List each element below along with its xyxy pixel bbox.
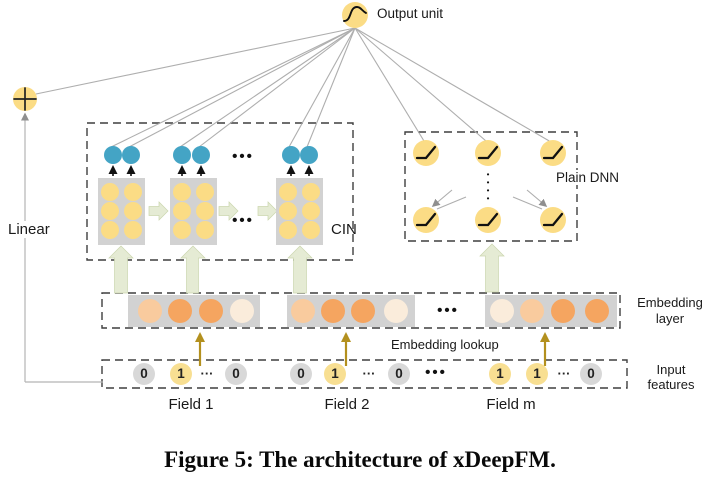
output-unit-node: [342, 2, 368, 28]
input-cell: 1: [526, 363, 548, 385]
embedding-vector-cell: [351, 299, 375, 323]
input-cell: 1: [170, 363, 192, 385]
cin-label: CIN: [331, 221, 357, 238]
plain-dnn-label: Plain DNN: [556, 170, 620, 185]
cin-feature-node: [196, 202, 214, 220]
dnn-neuron-node: [540, 140, 566, 166]
input-cell: 0: [580, 363, 602, 385]
cin-output-node: [104, 146, 122, 164]
cin-feature-arrows: [108, 165, 314, 176]
output-unit-label: Output unit: [377, 6, 444, 21]
cin-ellipsis-mid: •••: [232, 212, 254, 229]
embedding-to-cin-arrow: [287, 245, 313, 294]
field-separator-ellipsis: •••: [425, 364, 447, 381]
field-label: Field 2: [324, 396, 370, 413]
figure-caption: Figure 5: The architecture of xDeepFM.: [164, 447, 556, 472]
dnn-neuron-node: [413, 207, 439, 233]
output-fan-lines: [35, 27, 552, 148]
embedding-vector-cell: [230, 299, 254, 323]
cin-matrix: [276, 178, 323, 245]
embedding-vector-cell: [138, 299, 162, 323]
input-cell: 0: [290, 363, 312, 385]
dnn-neuron-node: [475, 207, 501, 233]
input-cell: 1: [324, 363, 346, 385]
cin-feature-node: [196, 221, 214, 239]
cin-feature-node: [196, 183, 214, 201]
cin-feature-node: [302, 202, 320, 220]
input-cell: 0: [133, 363, 155, 385]
linear-label: Linear: [6, 221, 52, 238]
cin-feature-node: [279, 221, 297, 239]
cin-feature-node: [302, 221, 320, 239]
input-cell: 0: [225, 363, 247, 385]
embedding-to-cin-arrow: [108, 245, 134, 294]
input-features-label: Input features: [647, 362, 695, 392]
embedding-vector-cell: [384, 299, 408, 323]
cin-output-node: [282, 146, 300, 164]
cin-feature-node: [279, 202, 297, 220]
embedding-vector-cell: [490, 299, 514, 323]
dot: •: [486, 194, 490, 203]
embedding-to-dnn-arrow: [479, 243, 505, 293]
embedding-vector-cell: [520, 299, 544, 323]
cin-feature-node: [279, 183, 297, 201]
linear-connector: [21, 112, 103, 383]
cin-layer-arrow: [257, 201, 278, 221]
cin-matrix: [170, 178, 217, 245]
cin-feature-node: [124, 183, 142, 201]
embedding-lookup-label: Embedding lookup: [391, 337, 499, 352]
cin-output-node: [300, 146, 318, 164]
embedding-vector-cell: [585, 299, 609, 323]
cin-feature-node: [101, 221, 119, 239]
linear-plus-node: [13, 87, 37, 111]
cin-matrix: [98, 178, 145, 245]
cin-feature-node: [173, 221, 191, 239]
cin-feature-node: [101, 202, 119, 220]
dnn-neuron-node: [540, 207, 566, 233]
dnn-neuron-node: [475, 140, 501, 166]
dnn-vertical-ellipsis: • • • •: [484, 171, 492, 203]
cin-ellipsis-top: •••: [232, 148, 254, 165]
cin-feature-node: [124, 221, 142, 239]
embedding-vector-cell: [291, 299, 315, 323]
embedding-vector-cell: [551, 299, 575, 323]
field-label: Field 1: [168, 396, 214, 413]
cin-feature-node: [124, 202, 142, 220]
embedding-vector-cell: [168, 299, 192, 323]
cin-feature-node: [101, 183, 119, 201]
cin-layer-arrow: [148, 201, 169, 221]
cin-feature-node: [173, 183, 191, 201]
embedding-ellipsis: •••: [437, 302, 459, 319]
cin-output-node: [122, 146, 140, 164]
field-label: Field m: [486, 396, 536, 413]
embedding-vector-cell: [321, 299, 345, 323]
embedding-to-cin-arrow: [180, 245, 206, 294]
input-cell: 1: [489, 363, 511, 385]
cin-output-node: [192, 146, 210, 164]
embedding-vector-cell: [199, 299, 223, 323]
dnn-neuron-node: [413, 140, 439, 166]
input-cell: 0: [388, 363, 410, 385]
cin-feature-node: [173, 202, 191, 220]
cin-output-node: [173, 146, 191, 164]
cin-feature-node: [302, 183, 320, 201]
embedding-layer-label: Embedding layer: [637, 295, 703, 326]
input-ellipsis: ···: [557, 366, 571, 381]
input-ellipsis: ···: [200, 366, 214, 381]
input-ellipsis: ···: [362, 366, 376, 381]
